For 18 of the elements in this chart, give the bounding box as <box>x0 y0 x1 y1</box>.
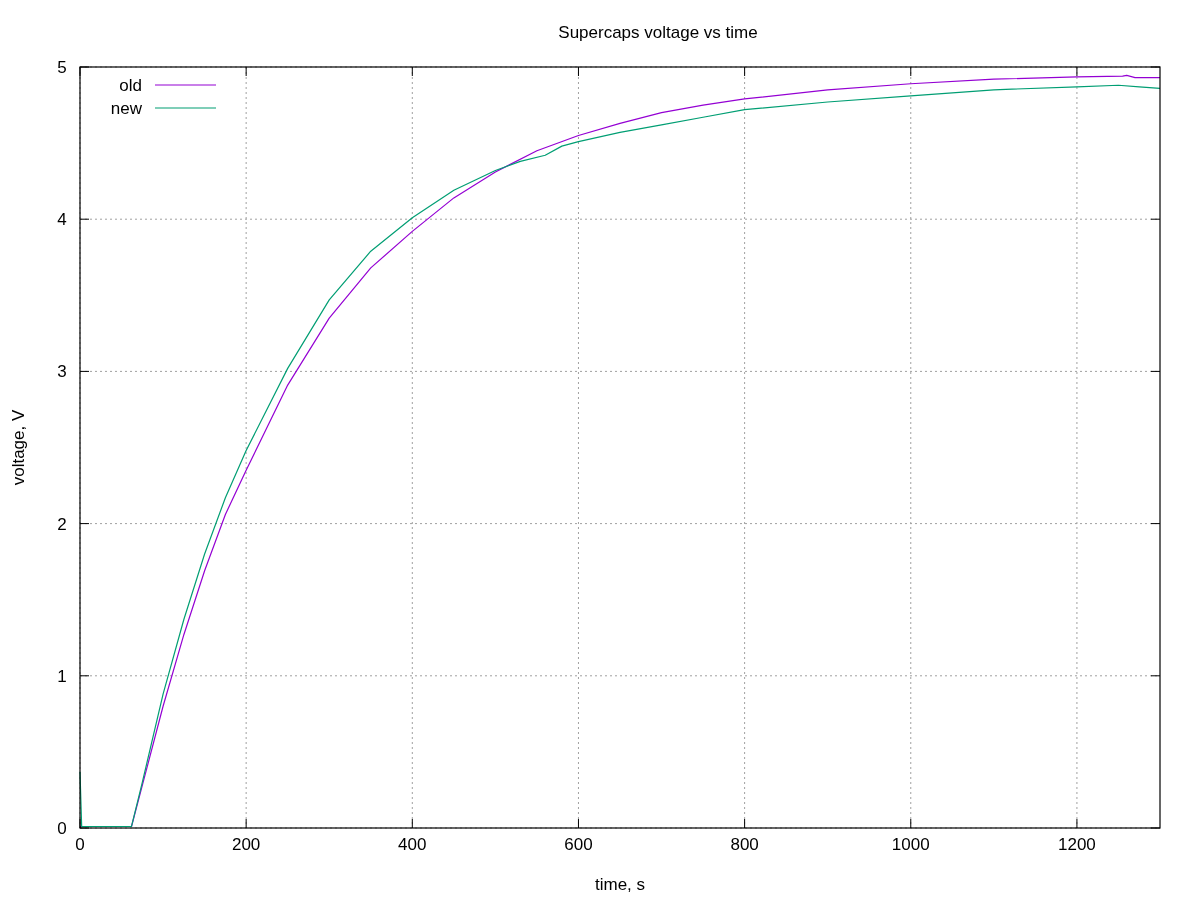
x-tick-label: 1000 <box>891 835 930 854</box>
y-tick-label: 3 <box>57 362 67 382</box>
x-tick-label: 1200 <box>1058 835 1096 854</box>
x-tick-label: 0 <box>75 835 85 854</box>
y-tick-label: 4 <box>57 210 67 230</box>
y-tick-label: 5 <box>57 58 67 77</box>
x-tick-label: 200 <box>231 835 261 854</box>
legend-label: new <box>110 99 143 118</box>
legend-label: old <box>119 76 142 95</box>
x-tick-label: 800 <box>730 835 759 854</box>
y-tick-label: 1 <box>57 666 67 686</box>
y-tick-label: 0 <box>57 819 67 838</box>
y-tick-label: 2 <box>57 514 67 534</box>
x-axis-title: time, s <box>594 875 646 894</box>
chart-title: Supercaps voltage vs time <box>558 23 758 42</box>
x-tick-label: 600 <box>564 835 593 854</box>
x-tick-label: 400 <box>398 835 427 854</box>
y-axis-title: voltage, V <box>9 409 28 486</box>
